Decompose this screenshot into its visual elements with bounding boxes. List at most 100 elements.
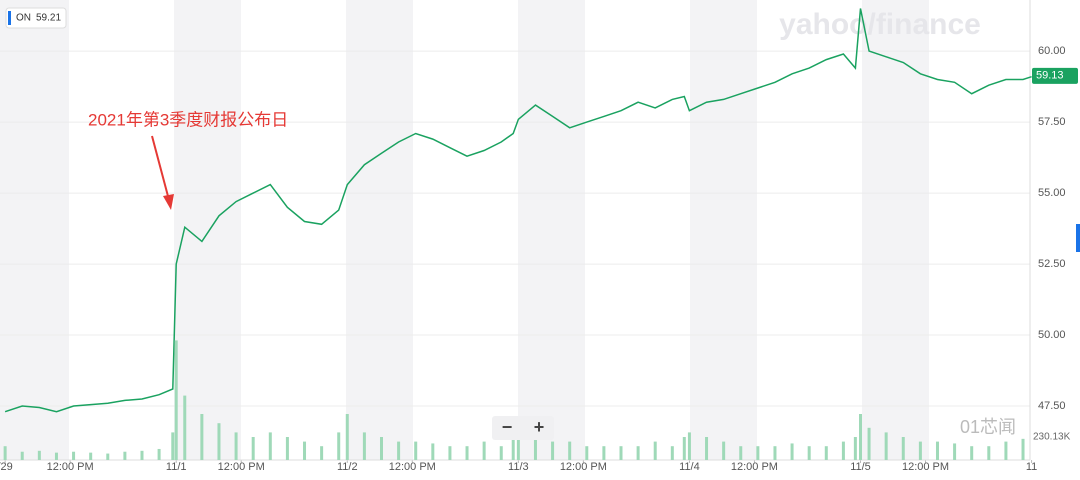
volume-bar bbox=[636, 446, 640, 460]
volume-bar bbox=[551, 441, 555, 460]
volume-bar bbox=[234, 432, 238, 460]
volume-bar bbox=[320, 446, 324, 460]
annotation-arrowhead bbox=[163, 194, 174, 210]
volume-bar bbox=[379, 437, 383, 460]
volume-bar bbox=[533, 437, 537, 460]
volume-bar bbox=[157, 448, 161, 460]
volume-bar bbox=[670, 446, 674, 460]
volume-bar bbox=[140, 450, 144, 460]
y-tick-label: 52.50 bbox=[1038, 258, 1066, 270]
volume-bar bbox=[345, 414, 349, 460]
x-tick-label: 12:00 PM bbox=[218, 461, 265, 473]
volume-bar bbox=[918, 441, 922, 460]
volume-bar bbox=[414, 441, 418, 460]
volume-bar bbox=[739, 446, 743, 460]
volume-bar bbox=[174, 340, 178, 460]
volume-bar bbox=[884, 432, 888, 460]
y-tick-label: 47.50 bbox=[1038, 400, 1066, 412]
volume-bar bbox=[511, 437, 515, 460]
volume-bar bbox=[200, 414, 204, 460]
price-line bbox=[4, 8, 1032, 413]
volume-bar bbox=[790, 443, 794, 460]
price-badge: 59.13 bbox=[1036, 70, 1064, 82]
watermark: yahoo/finance bbox=[779, 8, 981, 41]
ticker-value: 59.21 bbox=[36, 13, 61, 24]
y-tick-label: 60.00 bbox=[1038, 45, 1066, 57]
zoom-out[interactable]: − bbox=[502, 417, 513, 437]
x-tick-label: 12:00 PM bbox=[560, 461, 607, 473]
volume-bar bbox=[705, 437, 709, 460]
volume-bar bbox=[89, 452, 93, 460]
zoom-in[interactable]: + bbox=[534, 417, 545, 437]
plot: 47.50 50.00 52.50 55.00 57.50 60.00/29 12:00 P… bbox=[0, 0, 1066, 473]
volume-bar bbox=[568, 441, 572, 460]
annotation: 2021年第3季度财报公布日 bbox=[88, 110, 288, 129]
volume-bar bbox=[516, 427, 520, 460]
y-tick-label: 55.00 bbox=[1038, 187, 1066, 199]
volume-bar bbox=[362, 432, 366, 460]
volume-bar bbox=[807, 446, 811, 460]
volume-bar bbox=[3, 446, 7, 460]
volume-bar bbox=[499, 446, 503, 460]
volume-bar bbox=[217, 423, 221, 460]
volume-bar bbox=[585, 446, 589, 460]
volume-bar bbox=[1021, 438, 1025, 460]
x-tick-label: 11/1 bbox=[166, 461, 187, 473]
volume-bar bbox=[251, 437, 255, 460]
session-bands bbox=[0, 0, 929, 460]
volume-bar bbox=[841, 441, 845, 460]
volume-bar bbox=[824, 446, 828, 460]
ticker-swatch bbox=[8, 11, 11, 25]
x-tick-label: 12:00 PM bbox=[731, 461, 778, 473]
volume-bar bbox=[756, 446, 760, 460]
volume-bar bbox=[935, 441, 939, 460]
x-tick-label: 12:00 PM bbox=[902, 461, 949, 473]
x-tick-label: 11/5 bbox=[850, 461, 871, 473]
x-tick-label: 11/2 bbox=[337, 461, 358, 473]
volume-bar bbox=[337, 432, 341, 460]
volume-bar bbox=[123, 451, 127, 460]
volume-bar bbox=[482, 441, 486, 460]
x-tick-label: /29 bbox=[0, 461, 13, 473]
volume-bar bbox=[106, 453, 110, 460]
zoom-controls bbox=[492, 416, 554, 440]
volume-bar bbox=[54, 452, 58, 460]
x-tick-label: 11/4 bbox=[679, 461, 700, 473]
volume-bar bbox=[773, 446, 777, 460]
volume-bar bbox=[183, 395, 187, 460]
volume-bar bbox=[268, 432, 272, 460]
ticker-badge-box bbox=[5, 7, 67, 29]
volume-bar bbox=[901, 437, 905, 460]
volume-badge: 230.13K bbox=[1033, 432, 1071, 443]
volume-bar bbox=[285, 437, 289, 460]
volume-bar bbox=[867, 427, 871, 460]
volume-bar bbox=[72, 451, 76, 460]
volume-bar bbox=[431, 443, 435, 460]
volume-bar bbox=[970, 446, 974, 460]
volume-bar bbox=[171, 432, 175, 460]
volume-bar bbox=[619, 446, 623, 460]
volume-bar bbox=[987, 446, 991, 460]
volume-bar bbox=[1004, 441, 1008, 460]
side-tab[interactable] bbox=[1076, 224, 1080, 252]
volume-bar bbox=[465, 446, 469, 460]
ticker-name: ON bbox=[16, 13, 31, 24]
volume-bar bbox=[682, 437, 686, 460]
source-mark: 01芯闻 bbox=[960, 417, 1016, 437]
x-tick-label: 12:00 PM bbox=[389, 461, 436, 473]
volume-bar bbox=[20, 451, 24, 460]
volume-bar bbox=[859, 414, 863, 460]
annotation-arrow bbox=[151, 135, 170, 201]
x-tick-label: 11/3 bbox=[508, 461, 529, 473]
y-tick-label: 57.50 bbox=[1038, 116, 1066, 128]
x-tick-label: 11 bbox=[1026, 461, 1037, 473]
price-badge-box bbox=[1032, 67, 1078, 84]
x-tick-label: 12:00 PM bbox=[47, 461, 94, 473]
volume-bar bbox=[37, 450, 41, 460]
volume-bar bbox=[397, 441, 401, 460]
volume-bar bbox=[722, 441, 726, 460]
volume-bar bbox=[853, 437, 857, 460]
volume-bar bbox=[653, 441, 657, 460]
y-tick-label: 50.00 bbox=[1038, 329, 1066, 341]
